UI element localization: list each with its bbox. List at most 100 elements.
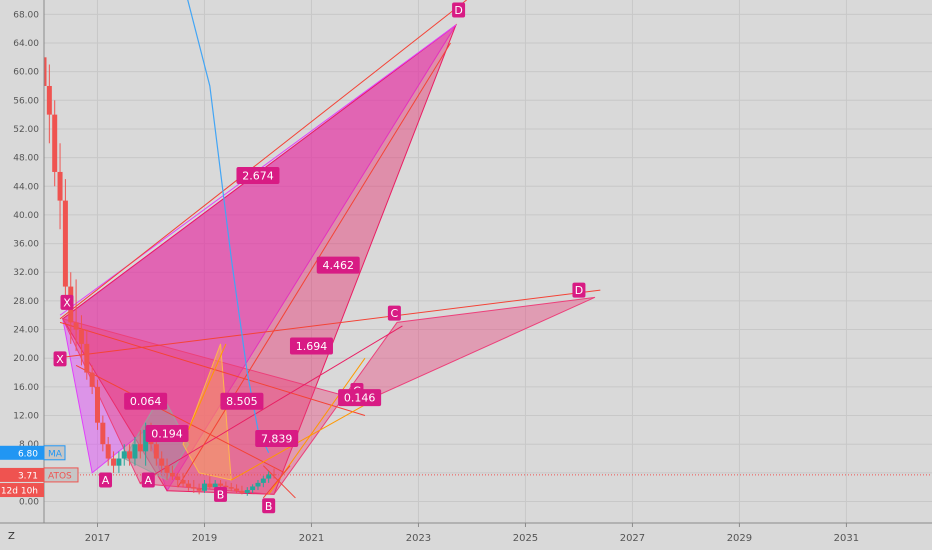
candle-body (78, 329, 84, 344)
pattern-label-box (141, 472, 155, 488)
pattern-ratio-label: 7.839 (261, 432, 293, 445)
candle-body (159, 458, 165, 466)
y-tick-label: 24.00 (13, 326, 39, 336)
price-badge-value-box (0, 445, 44, 460)
x-axis-panel (0, 523, 932, 550)
trend-line (75, 364, 285, 474)
harmonic-pattern-fills (61, 23, 596, 495)
candle-body (250, 486, 256, 491)
y-tick-label: 36.00 (13, 240, 39, 250)
candle-body (116, 458, 122, 466)
candle-body (196, 488, 202, 491)
candle-body (260, 478, 266, 483)
pattern-point-label: C (391, 307, 399, 320)
candle-body (255, 482, 261, 487)
x-tick-label: 2019 (192, 533, 217, 544)
trend-line (187, 343, 227, 431)
candle-body (244, 490, 250, 493)
pattern-ratio-label: 4.462 (322, 259, 354, 272)
pattern-label-box (316, 256, 360, 274)
candle-body (191, 487, 197, 489)
candle-body (223, 485, 229, 488)
trend-line (59, 0, 467, 320)
candle-body (169, 472, 175, 477)
price-badge-value: 12d 10h (1, 487, 38, 497)
pattern-label-box (145, 424, 189, 442)
candle-body (100, 422, 106, 445)
price-badge-label: ATOS (48, 471, 72, 481)
trend-line (262, 465, 291, 499)
axis-corner-label[interactable]: Z (8, 531, 15, 542)
candle-body (201, 483, 207, 491)
candle-body (212, 483, 218, 488)
price-badge-label-box (43, 467, 79, 483)
pattern-ratio-label: 0.064 (130, 395, 162, 408)
candle-body (121, 451, 127, 459)
candle-body (46, 85, 52, 115)
pattern-point-label: A (145, 474, 153, 487)
candle-body (84, 343, 90, 373)
y-tick-label: 12.00 (13, 412, 39, 422)
pattern-ratio-label: 0.146 (344, 392, 376, 405)
candle-body (94, 386, 100, 423)
candle-body (164, 465, 170, 473)
pattern-label-box (236, 167, 280, 185)
pattern-ratio-label: 2.674 (242, 170, 274, 183)
pattern-label-box (220, 392, 264, 410)
candle-body (73, 322, 79, 330)
x-tick-label: 2031 (834, 533, 859, 544)
y-tick-label: 64.00 (13, 39, 39, 49)
x-axis[interactable]: 2017 2019 2021 2023 2025 2027 2029 2031 (85, 523, 859, 544)
pattern-label-box (262, 498, 276, 514)
pattern-ratio-label: 1.694 (296, 340, 328, 353)
y-tick-label: 0.00 (19, 498, 39, 508)
price-badge-value: 6.80 (18, 449, 38, 459)
candle-body (228, 487, 234, 489)
pattern-label-box (53, 351, 67, 367)
trend-line (177, 42, 451, 488)
pattern-label-box (289, 337, 333, 355)
trend-line (54, 289, 601, 359)
candle-body (57, 171, 63, 201)
y-tick-label: 68.00 (13, 10, 39, 20)
pattern-label-box (452, 2, 466, 18)
candle-body (105, 444, 111, 459)
x-tick-label: 2023 (406, 533, 431, 544)
pattern-point-label: D (454, 4, 462, 17)
trend-line (140, 325, 403, 484)
y-tick-label: 56.00 (13, 96, 39, 106)
candle-body (271, 474, 277, 476)
candle-body (52, 114, 58, 172)
pattern-labels: DDCCXXAABB2.6744.4621.6940.1468.5050.064… (53, 2, 586, 514)
candle-body (185, 483, 191, 488)
x-tick-label: 2025 (513, 533, 538, 544)
candle-body (127, 451, 133, 459)
trend-line (262, 465, 296, 499)
y-tick-label: 40.00 (13, 211, 39, 221)
pattern-label-box (338, 389, 382, 407)
candle-body (175, 476, 181, 481)
candle-body (137, 444, 143, 452)
pattern-ratio-label: 8.505 (226, 395, 258, 408)
candle-body (239, 490, 245, 493)
pattern-point-label: D (575, 284, 583, 297)
pattern-point-label: X (56, 353, 64, 366)
y-tick-label: 32.00 (13, 268, 39, 278)
pattern-label-box (255, 429, 299, 447)
x-tick-label: 2017 (85, 533, 110, 544)
pattern-label-box (214, 486, 228, 502)
y-tick-label: 8.00 (19, 440, 39, 450)
candle-body (180, 480, 186, 484)
candle-body (207, 483, 213, 488)
x-tick-label: 2029 (727, 533, 752, 544)
x-tick-label: 2027 (620, 533, 645, 544)
pattern-label-box (124, 392, 168, 410)
price-badges: 6.80 MA 3.71 ATOS 12d 10h (0, 445, 79, 498)
pattern-label-box (572, 282, 586, 298)
candle-body (234, 488, 240, 491)
candle-body (266, 474, 272, 479)
y-tick-label: 44.00 (13, 182, 39, 192)
pattern-ratio-label: 0.194 (151, 427, 183, 440)
pattern-point-label: X (63, 296, 71, 309)
